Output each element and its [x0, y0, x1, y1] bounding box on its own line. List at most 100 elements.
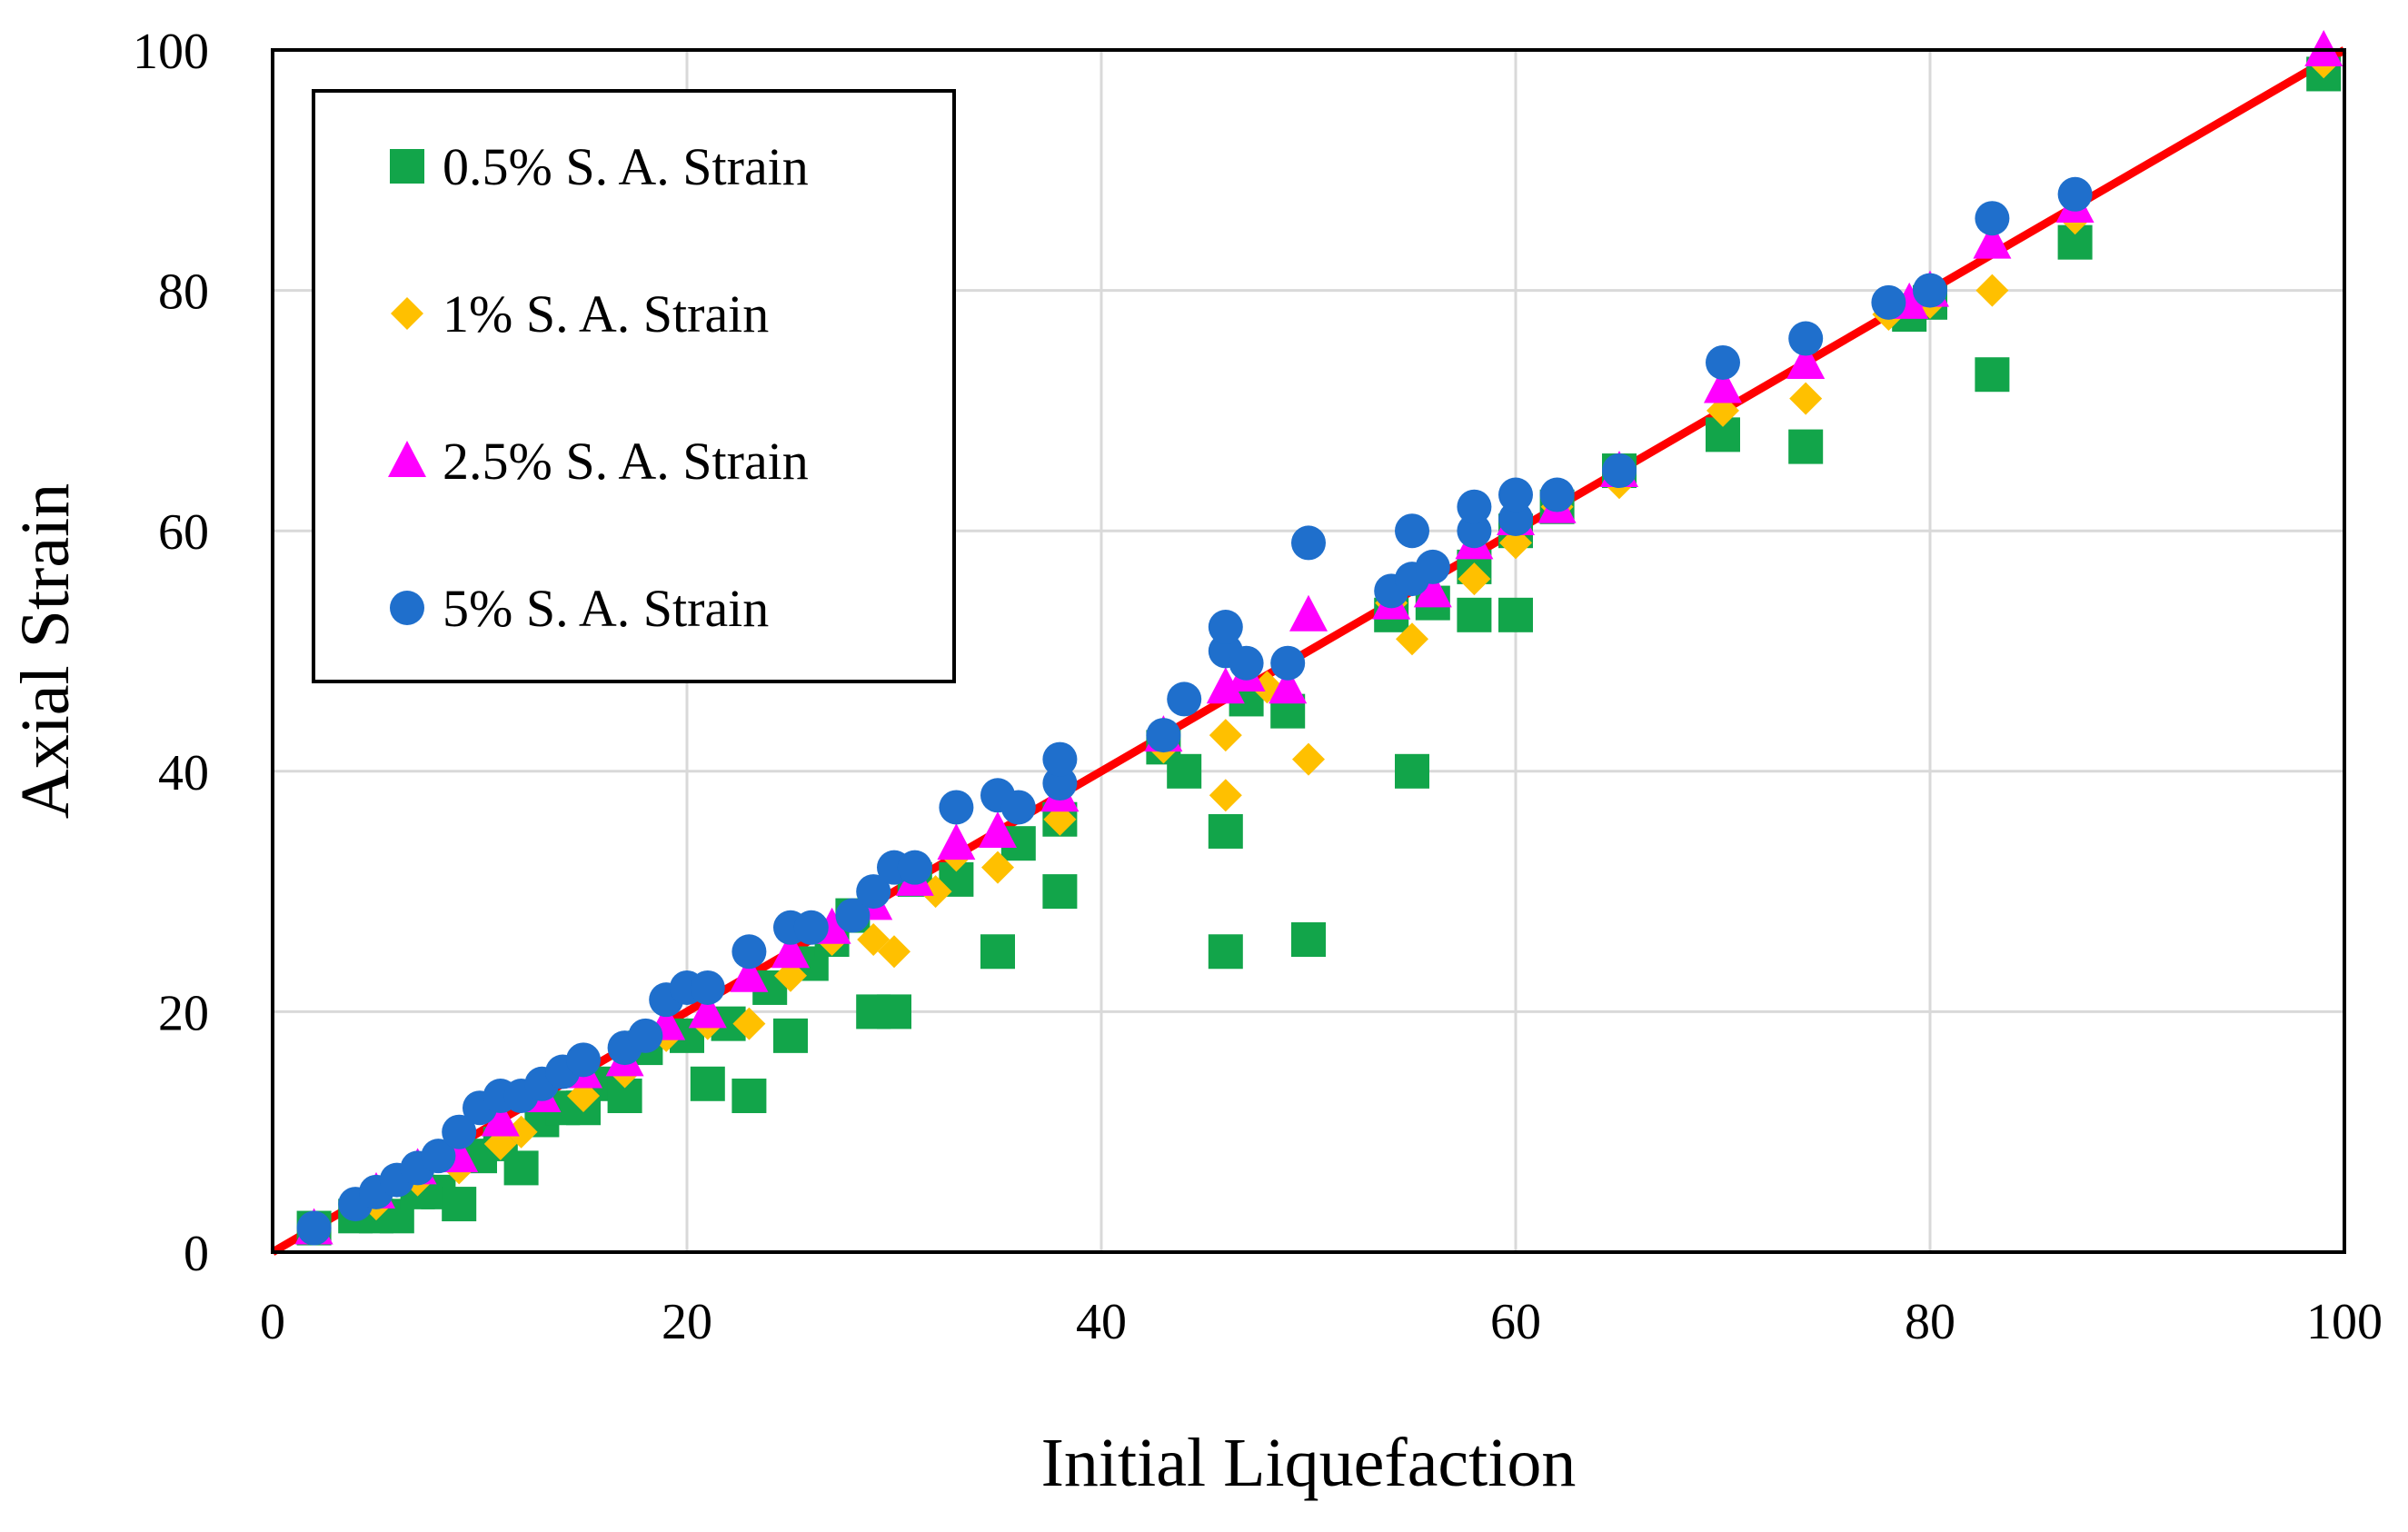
data-point — [857, 923, 891, 957]
y-axis-title: Axial Strain — [7, 483, 84, 819]
data-point — [771, 931, 810, 969]
y-tick-label: 60 — [158, 504, 209, 561]
data-point — [1269, 667, 1308, 704]
y-tick-label: 40 — [158, 745, 209, 801]
data-point — [1413, 571, 1452, 608]
data-point — [1498, 501, 1533, 536]
data-point — [877, 994, 911, 1030]
x-tick-label: 40 — [1076, 1294, 1127, 1350]
data-point — [1291, 525, 1326, 561]
x-axis-title: Initial Liquefaction — [1041, 1425, 1577, 1501]
data-point — [1458, 562, 1491, 596]
data-point — [856, 874, 891, 910]
legend-label: 1% S. A. Strain — [443, 284, 769, 343]
data-point — [503, 1150, 539, 1186]
axis-ticks: 0 20 40 60 80 100 0 20 40 60 80 100 — [133, 24, 2383, 1350]
x-tick-label: 100 — [2306, 1294, 2383, 1350]
data-point — [1973, 222, 2012, 259]
data-point — [1871, 284, 1906, 320]
legend-item: 2.5% S. A. Strain — [388, 432, 809, 491]
data-point — [939, 790, 974, 825]
legend-box — [312, 89, 956, 683]
data-point — [628, 1018, 663, 1053]
data-point — [1539, 477, 1575, 512]
data-point — [980, 934, 1015, 970]
data-point — [981, 851, 1014, 884]
legend-label: 2.5% S. A. Strain — [443, 432, 809, 491]
legend-marker — [388, 441, 426, 477]
x-tick-label: 0 — [260, 1294, 285, 1350]
data-point — [1229, 645, 1264, 681]
data-point — [1270, 645, 1306, 681]
legend-marker — [390, 149, 424, 184]
data-point — [442, 1114, 477, 1149]
data-point — [1975, 357, 2010, 393]
data-point — [1167, 681, 1202, 717]
data-point — [1395, 753, 1429, 789]
data-point — [1042, 766, 1078, 801]
data-point — [1206, 667, 1245, 704]
data-point — [690, 970, 725, 1005]
data-point — [979, 811, 1017, 848]
legend-label: 0.5% S. A. Strain — [443, 137, 809, 196]
data-point — [1146, 718, 1181, 753]
data-point — [442, 1187, 477, 1222]
legend: 0.5% S. A. Strain 1% S. A. Strain 2.5% S. … — [312, 89, 956, 683]
x-tick-label: 60 — [1490, 1294, 1541, 1350]
data-point — [732, 1007, 766, 1040]
legend-label: 5% S. A. Strain — [443, 579, 769, 638]
legend-marker — [391, 297, 423, 330]
data-point — [688, 991, 727, 1029]
data-point — [1208, 813, 1243, 849]
data-point — [1415, 549, 1450, 584]
data-point — [1291, 922, 1326, 958]
y-tick-label: 100 — [133, 24, 209, 80]
data-point — [1396, 622, 1428, 656]
data-point — [1042, 741, 1078, 777]
y-tick-label: 20 — [158, 985, 209, 1041]
data-point — [773, 1018, 808, 1053]
data-point — [296, 1210, 332, 1246]
data-point — [937, 823, 976, 861]
data-point — [1042, 874, 1078, 910]
data-point — [1209, 779, 1242, 812]
data-point — [1457, 597, 1492, 632]
y-tick-label: 0 — [184, 1226, 209, 1282]
x-tick-label: 80 — [1905, 1294, 1955, 1350]
plot-area-frame — [271, 48, 2346, 1254]
data-point — [1209, 719, 1242, 752]
data-point — [1395, 513, 1429, 549]
legend-item: 5% S. A. Strain — [390, 579, 769, 638]
data-point — [1788, 321, 1824, 356]
data-point — [1706, 344, 1740, 380]
data-point — [730, 955, 769, 992]
data-point — [1913, 273, 1947, 308]
data-point — [793, 910, 829, 945]
data-point — [1292, 742, 1325, 776]
data-point — [1975, 274, 2009, 307]
series-5-s-a-strain — [296, 176, 2093, 1246]
data-point — [1000, 790, 1036, 825]
data-point — [566, 1042, 601, 1078]
legend-item: 1% S. A. Strain — [391, 284, 769, 343]
legend-item: 0.5% S. A. Strain — [390, 137, 809, 196]
data-point — [1167, 753, 1202, 789]
data-point — [1788, 429, 1824, 464]
legend-marker — [390, 591, 424, 625]
data-points — [294, 30, 2343, 1246]
data-point — [1208, 934, 1243, 970]
data-point — [731, 1079, 767, 1114]
data-point — [897, 850, 932, 885]
y-tick-label: 80 — [158, 264, 209, 321]
data-point — [731, 934, 767, 970]
data-point — [1457, 513, 1492, 549]
data-point — [2057, 176, 2093, 212]
data-point — [1498, 477, 1533, 512]
data-point — [1457, 489, 1492, 524]
data-point — [878, 935, 910, 969]
x-tick-label: 20 — [662, 1294, 712, 1350]
data-point — [919, 875, 952, 909]
data-point — [1208, 610, 1243, 645]
